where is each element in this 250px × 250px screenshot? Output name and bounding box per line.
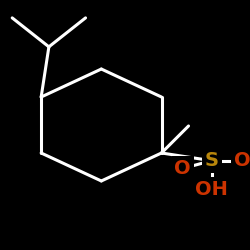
Text: OH: OH bbox=[195, 180, 228, 199]
Text: S: S bbox=[205, 151, 219, 170]
Text: O: O bbox=[234, 151, 250, 170]
Text: O: O bbox=[174, 159, 191, 178]
